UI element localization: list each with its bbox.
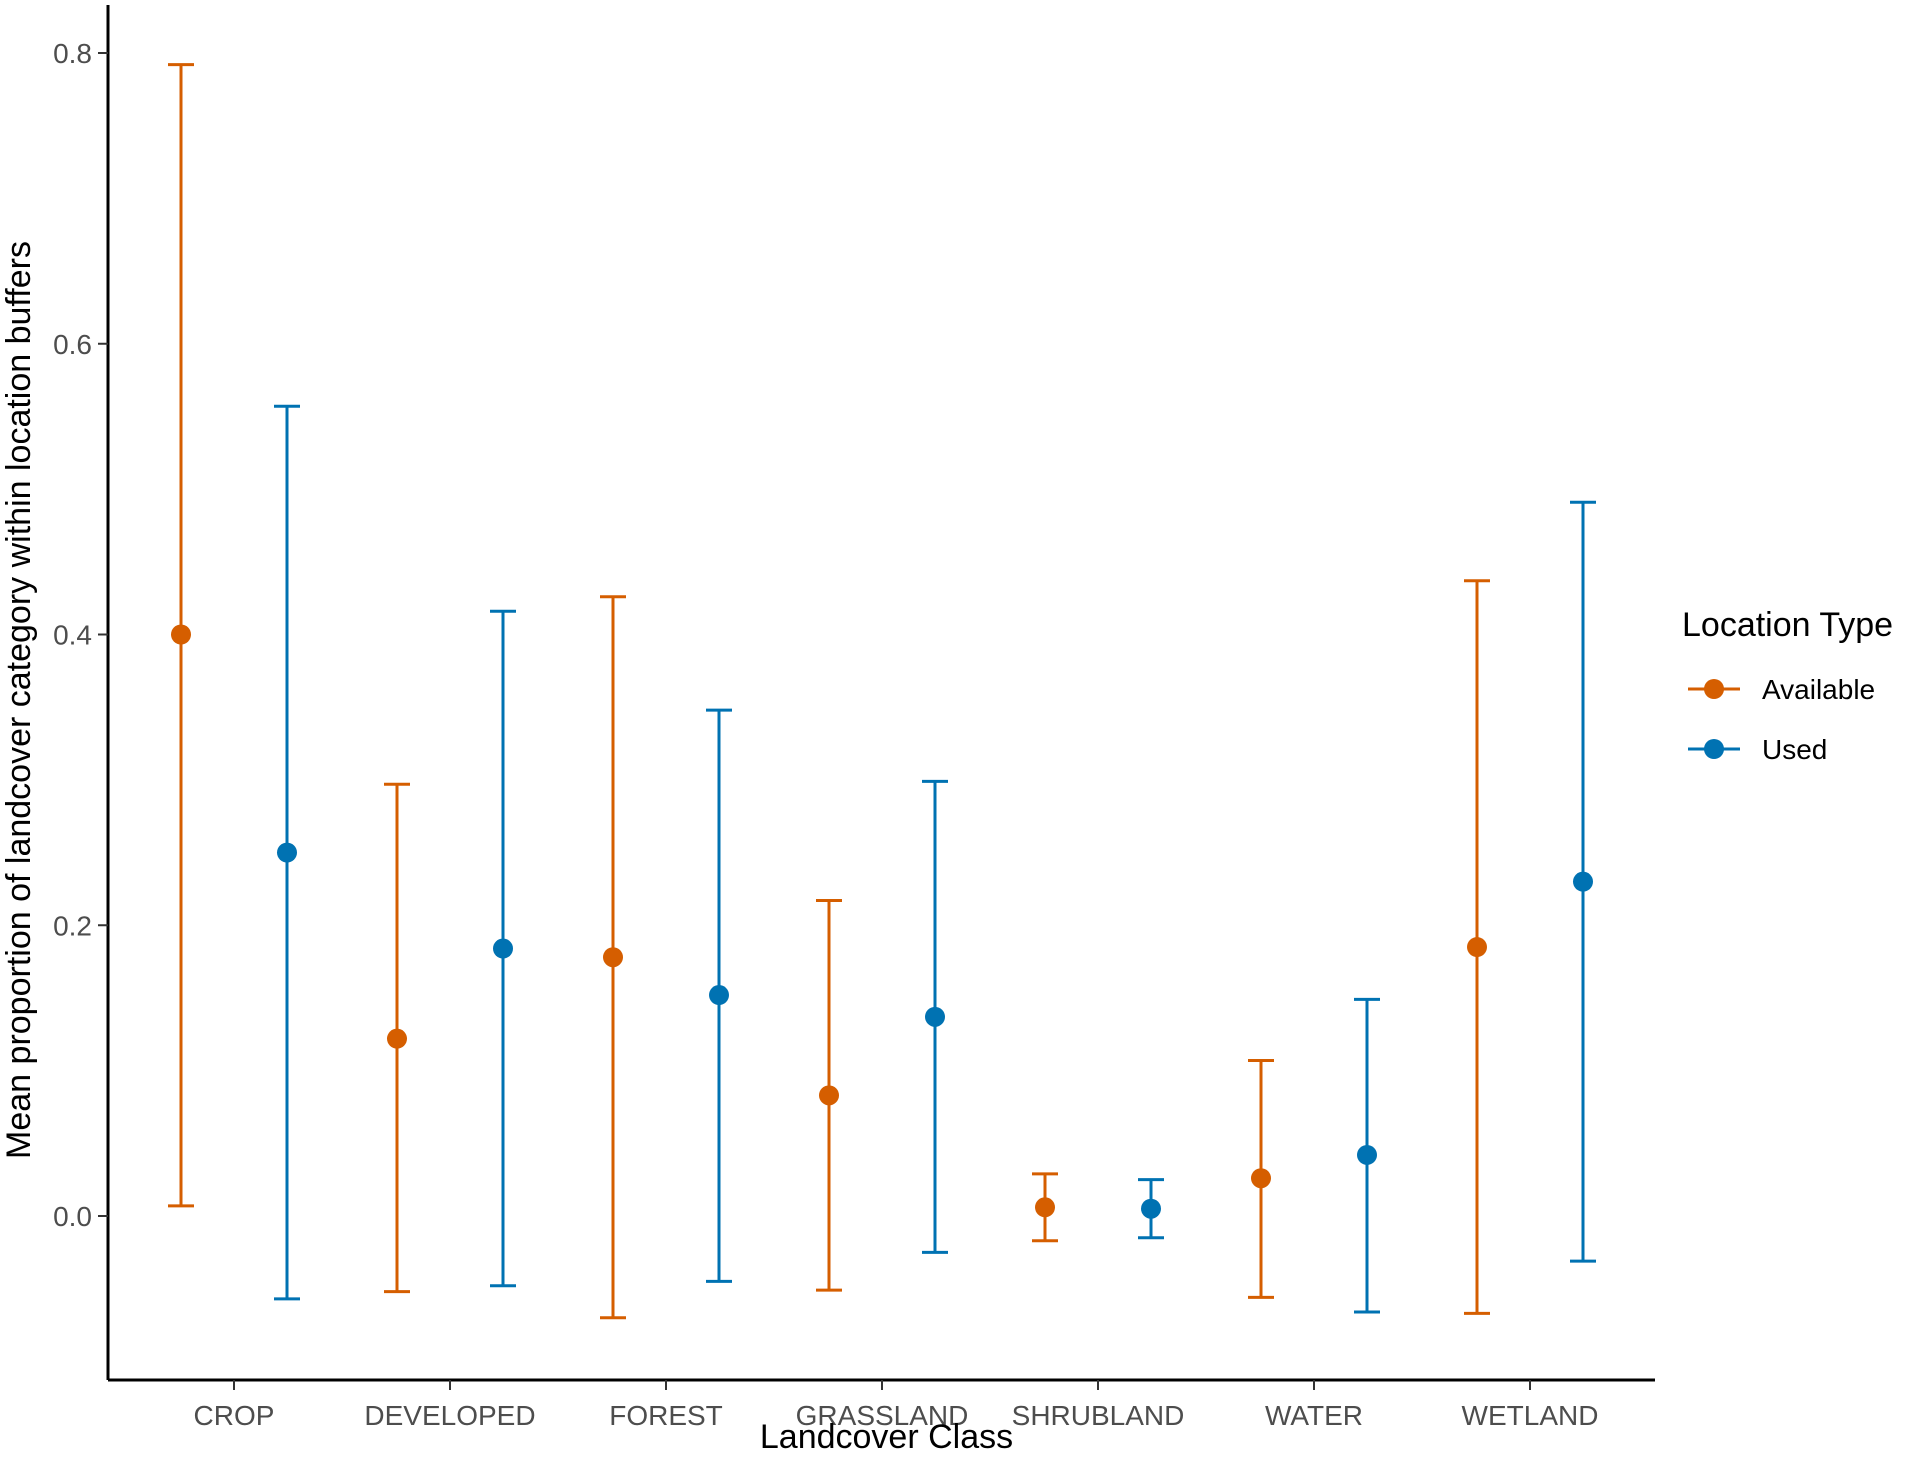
errorbar-available-crop [168,63,194,1208]
errorbar-used-grassland [922,779,948,1254]
x-tick-label: WATER [1265,1400,1363,1431]
point-used-developed [493,938,513,959]
x-tick-label: FOREST [609,1400,723,1431]
legend-key-point [1704,679,1724,699]
errorbar-available-grassland [816,899,842,1292]
x-tick-label: SHRUBLAND [1012,1400,1185,1431]
point-used-grassland [925,1006,945,1027]
errorbar-available-water [1248,1058,1274,1299]
point-used-crop [277,842,297,863]
legend-label: Available [1762,674,1875,705]
point-available-forest [603,947,623,968]
point-available-wetland [1467,937,1487,958]
errorbar-used-water [1354,997,1380,1314]
y-tick-label: 0.0 [53,1201,92,1232]
x-tick-label: WETLAND [1462,1400,1599,1431]
legend-item-used: Used [1688,734,1827,765]
point-available-water [1251,1168,1271,1189]
y-axis-ticks: 0.0 0.2 0.4 0.6 0.8 [53,38,108,1232]
errorbar-used-developed [490,609,516,1288]
y-tick-label: 0.6 [53,329,92,360]
legend: Location Type Available Used [1682,606,1893,765]
y-tick-label: 0.8 [53,38,92,69]
y-tick-label: 0.2 [53,910,92,941]
y-tick-label: 0.4 [53,620,92,651]
errorbar-available-developed [384,782,410,1294]
errorbar-available-forest [600,595,626,1320]
errorbar-used-wetland [1570,500,1596,1263]
errorbar-used-shrubland [1138,1178,1164,1240]
x-tick-label: GRASSLAND [796,1400,969,1431]
errorbar-available-wetland [1464,579,1490,1315]
errorbar-used-forest [706,708,732,1283]
legend-items: Available Used [1688,674,1875,765]
plot-panel: 0.0 0.2 0.4 0.6 0.8 CROP DEVELOPED FOREST GRASS… [53,5,1655,1431]
legend-item-available: Available [1688,674,1875,705]
legend-key-point [1704,739,1724,759]
point-used-forest [709,985,729,1006]
x-axis-ticks: CROP DEVELOPED FOREST GRASSLAND SHRUBLAND WAT… [194,1380,1599,1431]
x-tick-label: CROP [194,1400,275,1431]
errorbar-available-shrubland [1032,1172,1058,1243]
point-used-water [1357,1144,1377,1165]
point-available-crop [171,624,191,645]
point-available-grassland [819,1085,839,1106]
x-axis-title: Landcover Class [760,1418,1013,1456]
x-tick-label: DEVELOPED [364,1400,535,1431]
point-used-shrubland [1141,1198,1161,1219]
point-available-shrubland [1035,1197,1055,1218]
data-marks [168,63,1596,1320]
legend-title: Location Type [1682,606,1893,644]
errorbar-used-crop [274,404,300,1301]
legend-label: Used [1762,734,1827,765]
y-axis-title: Mean proportion of landcover category wi… [0,241,38,1159]
point-available-developed [387,1028,407,1049]
point-used-wetland [1573,871,1593,892]
